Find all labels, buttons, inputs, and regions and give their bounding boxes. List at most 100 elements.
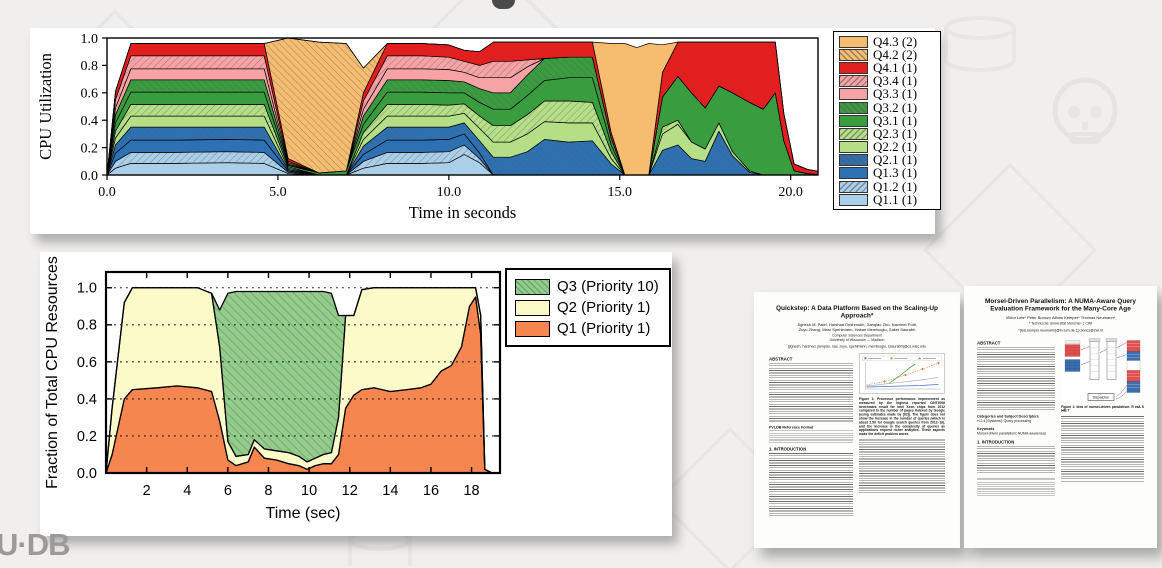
paper-figure-caption: Figure 1: Processor performance improvem…	[859, 397, 945, 437]
paper-right-column: Dispatcher Figure 1: Idea of morsel-driv…	[1061, 337, 1144, 496]
x-tick-label: 15.0	[607, 185, 632, 200]
legend-item: Q4.3 (2)	[839, 33, 935, 49]
legend-label: Q1 (Priority 1)	[557, 320, 651, 337]
y-axis-title: Fraction of Total CPU Resources	[44, 256, 61, 489]
legend-item: Q2.1 (1)	[839, 152, 935, 168]
body-text-lines	[977, 445, 1055, 475]
x-tick-label: 14	[382, 483, 398, 499]
legend-swatch	[515, 320, 550, 337]
x-tick-label: 8	[264, 483, 272, 499]
dispatcher-box-label: Dispatcher	[1093, 395, 1111, 399]
legend-label: Q3.3 (1)	[873, 86, 918, 102]
cpu-chart-legend: Q4.3 (2) Q4.2 (2) Q4.1 (1) Q3.4 (1) Q3.3 (1)…	[833, 31, 941, 211]
paper-title: Quickstep: A Data Platform Based on the …	[775, 304, 939, 319]
plot-border	[104, 270, 502, 475]
legend-label: Q4.3 (2)	[873, 33, 918, 49]
paper-figure-morsel-diagram: Dispatcher	[1061, 337, 1144, 402]
section-heading-abstract: ABSTRACT	[769, 356, 793, 362]
legend-label: Q3.2 (1)	[873, 99, 918, 115]
section-heading-reference: PVLDB Reference Format	[769, 425, 814, 430]
legend-item: Q4.2 (2)	[839, 47, 935, 62]
y-tick-label: 0.8	[81, 59, 99, 74]
chart-area-series	[106, 287, 493, 473]
plot-border	[106, 37, 819, 176]
footnote-text-lines	[977, 479, 1055, 497]
cmu-db-logo-fragment: U·DB	[0, 527, 70, 562]
x-tick-label: 18	[463, 483, 479, 499]
legend-item: Q3.4 (1)	[839, 73, 935, 89]
cpu-utilization-chart-card: 0.0 5.0 10.0 15.0 20.0 0.0 0.2 0.4 0.6 0.8 1.0 Time…	[30, 28, 941, 234]
legend-swatch	[515, 278, 550, 295]
chart-area-series	[107, 38, 818, 175]
y-axis-title: CPU Utilization	[36, 53, 55, 160]
y-tick-label: 0.6	[81, 87, 99, 102]
y-tick-label: 0.4	[77, 392, 97, 408]
x-tick-label: 0.0	[98, 185, 116, 200]
x-tick-label: 6	[224, 483, 232, 499]
paper-thumbnail-quickstep: Quickstep: A Data Platform Based on the …	[754, 292, 960, 548]
section-heading-introduction: 1. INTRODUCTION	[977, 439, 1015, 445]
y-tick-label: 0.0	[81, 169, 99, 184]
legend-item: Q2 (Priority 1)	[515, 297, 659, 318]
body-text-lines	[769, 363, 853, 422]
x-tick-label: 12	[342, 483, 358, 499]
legend-swatch	[839, 127, 868, 140]
paper-affiliation: * Technische Universität München ‡ CWI	[1028, 322, 1093, 326]
legend-swatch	[839, 75, 868, 88]
legend-swatch	[839, 141, 868, 154]
paper-emails: {jignesh, harshad, jianqiao, nav, zuyu, …	[787, 344, 927, 349]
x-tick-label: 10.0	[437, 185, 462, 200]
legend-label: Q2.2 (1)	[873, 139, 918, 155]
legend-label: Q1.2 (1)	[873, 178, 918, 194]
y-tick-label: 0.2	[81, 141, 99, 156]
x-tick-label: 20.0	[778, 185, 803, 200]
paper-left-column: ABSTRACT Categories and Subject Descript…	[977, 337, 1055, 497]
legend-label: Q2 (Priority 1)	[557, 299, 651, 316]
legend-label: Q2.3 (1)	[873, 125, 918, 141]
section-heading-categories: Categories and Subject Descriptors	[977, 413, 1039, 419]
paper-authors: Jignesh M. Patel, Harshad Deshmukh, Jian…	[797, 322, 917, 333]
cpu-fraction-stacked-area-chart: 2 4 6 8 10 12 14 16 18 0.0 0.2 0.4 0.6 0.8 1.0 Time (se…	[44, 256, 502, 522]
legend-swatch	[839, 35, 868, 48]
y-tick-label: 1.0	[77, 281, 97, 297]
x-tick-label: 4	[183, 483, 191, 499]
x-tick-label: 10	[301, 483, 317, 499]
keywords-text: Morsel-driven parallelism; NUMA-awarenes…	[977, 432, 1047, 436]
cpu-utilization-stacked-area-chart: 0.0 5.0 10.0 15.0 20.0 0.0 0.2 0.4 0.6 0.8 1.0 Time…	[36, 32, 819, 222]
x-axis-title: Time (sec)	[266, 505, 341, 522]
x-axis-title: Time in seconds	[409, 203, 517, 222]
y-tick-label: 0.2	[77, 429, 97, 445]
legend-item: Q4.1 (1)	[839, 60, 935, 75]
legend-label: Q3.1 (1)	[873, 112, 918, 128]
categories-text: H.2.4 [Systems]: Query processing	[977, 419, 1032, 423]
paper-left-column: ABSTRACT PVLDB Reference Format 1. INTRO…	[769, 354, 853, 517]
legend-swatch	[839, 88, 868, 101]
legend-label: Q1.1 (1)	[873, 191, 918, 207]
priority-chart-legend: Q3 (Priority 10) Q2 (Priority 1) Q1 (Prior…	[505, 268, 671, 347]
legend-item: Q1 (Priority 1)	[515, 318, 659, 339]
legend-swatch	[839, 180, 868, 193]
x-tick-label: 5.0	[269, 185, 287, 200]
legend-label: Q3 (Priority 10)	[557, 278, 659, 295]
legend-item: Q1.2 (1)	[839, 178, 935, 194]
legend-swatch	[839, 193, 868, 206]
y-tick-label: 0.4	[81, 114, 99, 129]
section-heading-introduction: 1. INTRODUCTION	[769, 446, 807, 452]
legend-swatch	[839, 101, 868, 114]
paper-right-column: Figure 1: Processor performance improvem…	[859, 353, 945, 518]
legend-swatch	[839, 48, 868, 61]
legend-label: Q3.4 (1)	[873, 73, 918, 89]
legend-item: Q3.1 (1)	[839, 112, 935, 128]
legend-item: Q2.3 (1)	[839, 125, 935, 141]
body-text-lines	[977, 346, 1055, 411]
legend-item: Q1.1 (1)	[839, 191, 935, 207]
y-tick-label: 0.0	[77, 466, 97, 482]
paper-figure-line-chart	[859, 353, 945, 394]
paper-emails: *{leis.kemper.neumann}@in.tum.de ‡p.bonc…	[1018, 327, 1103, 333]
legend-label: Q2.1 (1)	[873, 152, 918, 168]
legend-swatch	[839, 167, 868, 180]
y-tick-label: 0.8	[77, 318, 97, 334]
paper-affiliation: Computer Sciences Department University …	[829, 334, 885, 342]
legend-label: Q1.3 (1)	[873, 165, 918, 181]
legend-item: Q3.3 (1)	[839, 86, 935, 102]
